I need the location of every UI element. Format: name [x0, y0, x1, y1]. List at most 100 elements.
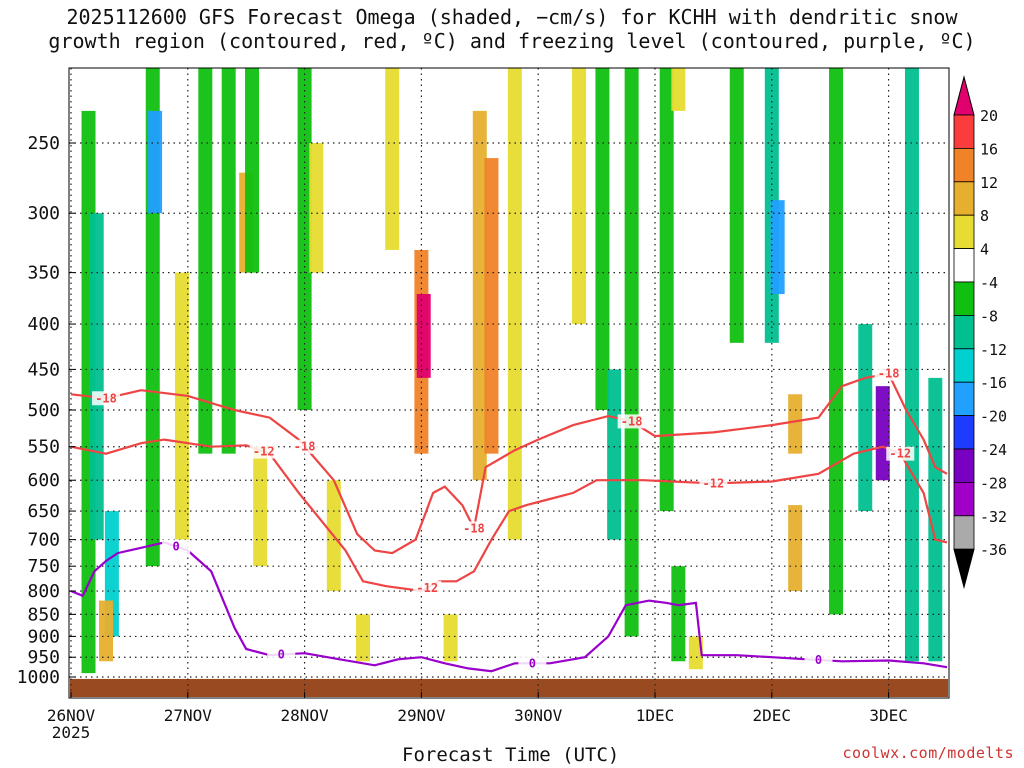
omega-cell [221, 68, 236, 454]
colorbar-level-label: -4 [980, 274, 998, 292]
omega-cell [309, 143, 324, 273]
contour-label: -12 [889, 447, 911, 461]
colorbar-level-label: -8 [980, 307, 998, 325]
y-tick-label: 1000 [17, 667, 60, 688]
omega-cell [595, 68, 610, 411]
omega-cell [729, 68, 744, 343]
contour-label: 0 [173, 539, 180, 553]
x-tick-label: 27NOV [164, 706, 213, 725]
contour-label: -12 [253, 445, 275, 459]
colorbar-swatch [953, 515, 975, 550]
y-tick-label: 950 [27, 647, 60, 668]
x-tick-label: 28NOV [281, 706, 330, 725]
y-tick-label: 750 [27, 556, 60, 577]
colorbar-swatch [953, 147, 975, 183]
x-tick-label: 29NOV [397, 706, 446, 725]
colorbar-swatch [953, 314, 975, 350]
omega-cell [659, 68, 674, 512]
omega-cell [829, 68, 844, 615]
y-tick-label: 550 [27, 437, 60, 458]
y-tick-label: 600 [27, 470, 60, 491]
colorbar-level-label: 4 [980, 241, 989, 259]
omega-cell [572, 68, 587, 325]
colorbar-swatch [953, 281, 975, 316]
omega-cell [607, 369, 622, 540]
plot-grid [69, 68, 949, 698]
y-tick-label: 800 [27, 581, 60, 602]
colorbar-level-label: -12 [980, 341, 1007, 359]
omega-cell [356, 614, 370, 662]
chart-title-line-1: 2025112600 GFS Forecast Omega (shaded, −… [66, 5, 958, 29]
omega-cell [788, 505, 803, 592]
x-tick-label: 3DEC [869, 706, 908, 725]
y-tick-label: 350 [27, 263, 60, 284]
colorbar-level-label: -24 [980, 441, 1007, 459]
omega-cell [770, 200, 785, 295]
omega-cell [928, 377, 943, 662]
colorbar-top-arrow [953, 75, 975, 116]
contour-label-bg [249, 444, 278, 459]
colorbar: 20 16 12 8 4 -4 -8 -12 -16 -20 -24 -28 -32 -36 [953, 75, 1007, 590]
contour-label-bg [413, 580, 442, 595]
contour-line [70, 372, 948, 555]
colorbar-level-label: 8 [980, 207, 989, 225]
omega-cell [858, 324, 873, 512]
omega-cell [443, 614, 458, 662]
omega-cell [472, 110, 487, 481]
colorbar-swatch [953, 248, 975, 283]
colorbar-swatch [953, 415, 975, 450]
colorbar-level-label: -36 [980, 541, 1007, 559]
omega-cell [671, 68, 686, 111]
ground-surface [70, 678, 948, 697]
y-tick-label: 250 [27, 133, 60, 154]
y-tick-label: 900 [27, 626, 60, 647]
colorbar-level-label: -32 [980, 508, 1007, 526]
colorbar-swatch [953, 381, 975, 417]
colorbar-swatch [953, 448, 975, 483]
omega-cell [788, 394, 803, 454]
contour-label-bg [92, 391, 121, 406]
colorbar-level-label: 16 [980, 140, 998, 158]
omega-cell [484, 158, 499, 454]
x-year-label: 2025 [52, 723, 91, 742]
omega-cell [688, 636, 703, 670]
omega-cell [253, 446, 268, 567]
omega-cell [148, 110, 163, 214]
y-tick-label: 700 [27, 530, 60, 551]
contour-label: 0 [815, 653, 822, 667]
colorbar-swatch [953, 114, 975, 149]
contour-label-bg [459, 521, 488, 536]
contour-label: -18 [463, 521, 485, 535]
omega-cell [99, 600, 114, 662]
colorbar-level-label: -20 [980, 408, 1007, 426]
omega-cell [624, 68, 639, 637]
colorbar-swatch [953, 348, 975, 383]
contour-label: -18 [95, 391, 117, 405]
y-tick-label: 650 [27, 501, 60, 522]
y-tick-label: 500 [27, 400, 60, 421]
y-tick-label: 450 [27, 359, 60, 380]
x-tick-label: 1DEC [636, 706, 675, 725]
omega-cell [174, 272, 189, 540]
x-tick-label: 26NOV [47, 706, 96, 725]
contour-label-bg [162, 539, 191, 554]
contour-label-bg [290, 439, 319, 454]
contour-label: 0 [278, 648, 285, 662]
colorbar-level-label: -28 [980, 474, 1007, 492]
contour-label: -18 [878, 367, 900, 381]
x-tick-label: 30NOV [514, 706, 563, 725]
omega-cell [89, 213, 104, 540]
colorbar-bottom-arrow [953, 548, 975, 590]
colorbar-swatch [953, 214, 975, 249]
contour-label-bg [617, 414, 646, 429]
contour-label-bg [804, 652, 833, 667]
y-tick-label: 400 [27, 314, 60, 335]
omega-cell [245, 68, 260, 273]
contour-label: -18 [294, 440, 316, 454]
omega-cell [507, 68, 522, 540]
x-axis-time: 26NOV 27NOV 28NOV 29NOV 30NOV 1DEC 2DEC 3DEC 202… [47, 692, 908, 742]
ground-strip [70, 678, 948, 697]
colorbar-swatch [953, 181, 975, 216]
colorbar-swatch [953, 481, 975, 517]
